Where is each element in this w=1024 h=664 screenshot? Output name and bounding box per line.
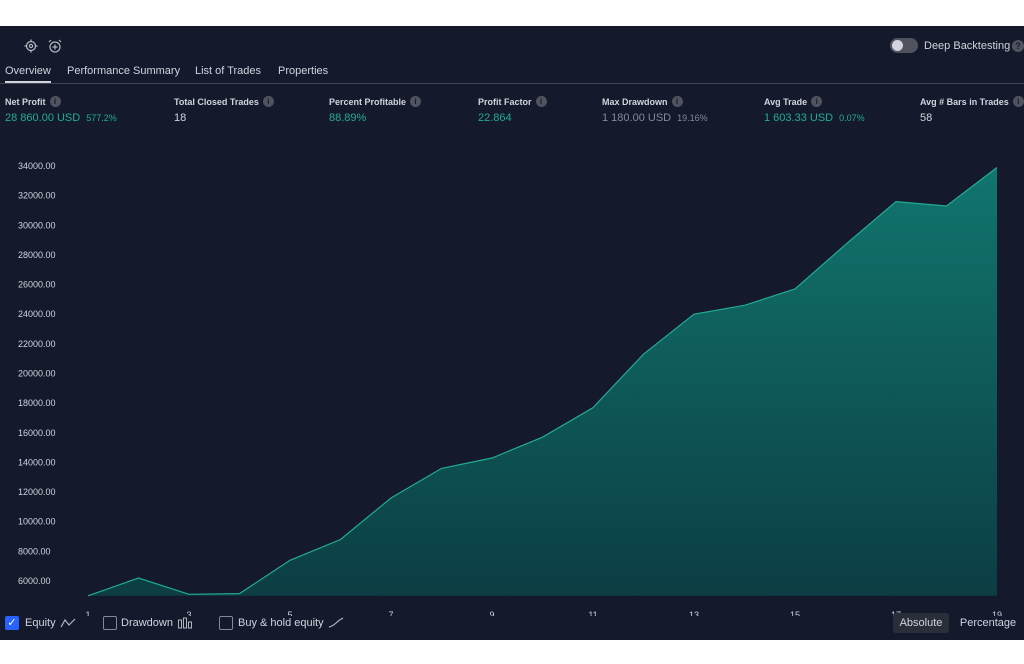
metric-value: 28 860.00 USD	[5, 112, 81, 124]
bar-chart-icon	[178, 617, 192, 629]
y-tick-label: 8000.00	[18, 546, 51, 556]
y-tick-label: 26000.00	[18, 280, 56, 290]
metric-0: Net Profit i 28 860.00 USD 577.2%	[5, 96, 117, 124]
metric-6: Avg # Bars in Trades i 58	[920, 96, 1024, 124]
metric-label-text: Avg # Bars in Trades	[920, 96, 1009, 107]
metric-value-row: 1 180.00 USD 19.16%	[602, 112, 708, 124]
info-icon[interactable]: i	[262, 96, 274, 107]
drawdown-label: Drawdown	[121, 617, 173, 629]
equity-line-icon	[60, 618, 76, 628]
metric-subvalue: 577.2%	[86, 113, 117, 123]
info-icon[interactable]: i	[410, 96, 422, 107]
y-tick-label: 28000.00	[18, 250, 56, 260]
equity-checkbox[interactable]: ✓	[5, 616, 19, 630]
metric-label-text: Net Profit	[5, 96, 46, 107]
alarm-clock-plus-icon[interactable]	[48, 39, 62, 53]
x-tick-label: 5	[287, 610, 292, 616]
info-icon[interactable]: i	[49, 96, 61, 107]
y-tick-label: 6000.00	[18, 576, 51, 586]
info-icon[interactable]: i	[535, 96, 547, 107]
metric-value: 22.864	[478, 112, 512, 124]
metric-value-row: 18	[174, 112, 274, 124]
x-tick-label: 13	[689, 610, 699, 616]
gear-icon[interactable]	[24, 39, 38, 53]
tab-overview[interactable]: Overview	[5, 65, 51, 83]
metric-label-text: Profit Factor	[478, 96, 532, 107]
buy-hold-label: Buy & hold equity	[238, 617, 324, 629]
toolbar: Deep Backtesting ?	[0, 26, 1024, 62]
metric-label: Profit Factor i	[478, 96, 547, 107]
x-tick-label: 3	[186, 610, 191, 616]
metric-label: Avg # Bars in Trades i	[920, 96, 1024, 107]
y-tick-label: 12000.00	[18, 487, 56, 497]
x-tick-label: 15	[790, 610, 800, 616]
metric-value-row: 22.864	[478, 112, 547, 124]
metric-subvalue: 19.16%	[677, 113, 708, 123]
trend-line-icon	[328, 617, 344, 628]
equity-label: Equity	[25, 617, 56, 629]
x-tick-label: 11	[588, 610, 597, 616]
metric-label-text: Avg Trade	[764, 96, 808, 107]
metric-subvalue: 0.07%	[839, 113, 865, 123]
metric-label: Max Drawdown i	[602, 96, 708, 107]
info-icon[interactable]: i	[671, 96, 683, 107]
x-tick-label: 7	[388, 610, 393, 616]
metric-value: 1 180.00 USD	[602, 112, 672, 124]
metric-3: Profit Factor i 22.864	[478, 96, 547, 124]
y-tick-label: 22000.00	[18, 339, 56, 349]
metric-1: Total Closed Trades i 18	[174, 96, 274, 124]
metric-4: Max Drawdown i 1 180.00 USD 19.16%	[602, 96, 708, 124]
deep-backtesting-label: Deep Backtesting	[924, 40, 1011, 52]
y-tick-label: 16000.00	[18, 428, 56, 438]
metric-label: Avg Trade i	[764, 96, 865, 107]
help-icon[interactable]: ?	[1012, 40, 1024, 52]
metric-value: 1 603.33 USD	[764, 112, 834, 124]
info-icon[interactable]: i	[811, 96, 823, 107]
chart-options-bar: ✓ Equity Drawdown Buy & hold equity Abso…	[0, 610, 1024, 640]
percentage-button[interactable]: Percentage	[959, 617, 1017, 629]
metric-value: 18	[174, 112, 187, 124]
x-tick-label: 17	[891, 610, 901, 616]
y-tick-label: 32000.00	[18, 191, 56, 201]
info-icon[interactable]: i	[1012, 96, 1024, 107]
x-tick-label: 19	[992, 610, 1002, 616]
metric-2: Percent Profitable i 88.89%	[329, 96, 422, 124]
metric-5: Avg Trade i 1 603.33 USD 0.07%	[764, 96, 865, 124]
x-tick-label: 1	[85, 610, 90, 616]
metric-value-row: 58	[920, 112, 1024, 124]
metric-label: Percent Profitable i	[329, 96, 422, 107]
y-tick-label: 18000.00	[18, 398, 56, 408]
equity-chart[interactable]: 6000.00 8000.00 10000.00 12000.00 14000.00 16…	[0, 126, 1024, 616]
metric-label: Total Closed Trades i	[174, 96, 274, 107]
toggle-knob	[892, 40, 903, 51]
x-tick-label: 9	[489, 610, 494, 616]
metric-label-text: Max Drawdown	[602, 96, 668, 107]
metric-label-text: Total Closed Trades	[174, 96, 259, 107]
metric-value-row: 1 603.33 USD 0.07%	[764, 112, 865, 124]
absolute-button[interactable]: Absolute	[893, 613, 949, 633]
metric-value-row: 28 860.00 USD 577.2%	[5, 112, 117, 124]
tab-performance-summary[interactable]: Performance Summary	[67, 65, 181, 77]
equity-area	[88, 167, 997, 596]
y-tick-label: 24000.00	[18, 309, 56, 319]
tab-properties[interactable]: Properties	[278, 65, 329, 77]
metric-value: 88.89%	[329, 112, 367, 124]
drawdown-checkbox[interactable]	[103, 616, 117, 630]
tab-bar: Overview Performance Summary List of Tra…	[0, 62, 1024, 84]
y-tick-label: 10000.00	[18, 517, 56, 527]
metric-value-row: 88.89%	[329, 112, 421, 124]
buy-hold-checkbox[interactable]	[219, 616, 233, 630]
metric-label: Net Profit i	[5, 96, 117, 107]
y-tick-label: 34000.00	[18, 161, 56, 171]
metrics-row: Net Profit i 28 860.00 USD 577.2% Total Clos…	[0, 96, 1024, 126]
metric-label-text: Percent Profitable	[329, 96, 407, 107]
y-tick-label: 30000.00	[18, 220, 56, 230]
y-tick-label: 20000.00	[18, 369, 56, 379]
y-tick-label: 14000.00	[18, 457, 56, 467]
deep-backtesting-toggle[interactable]	[890, 38, 918, 53]
tab-list-of-trades[interactable]: List of Trades	[195, 65, 262, 77]
strategy-tester-panel: Deep Backtesting ? Overview Performance …	[0, 26, 1024, 640]
metric-value: 58	[920, 112, 933, 124]
